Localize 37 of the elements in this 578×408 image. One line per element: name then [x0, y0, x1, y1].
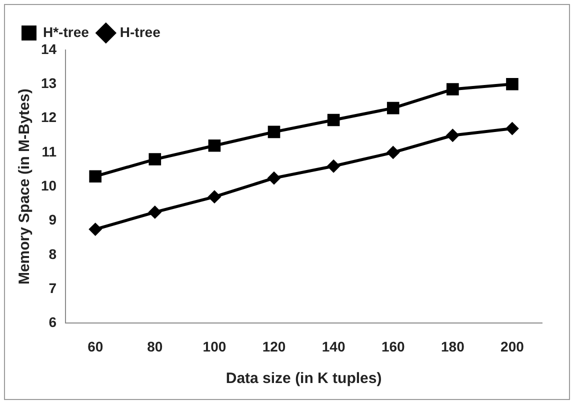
point	[89, 170, 102, 183]
point	[446, 128, 460, 142]
y-tick-label: 9	[48, 212, 57, 228]
point	[148, 153, 162, 166]
y-tick-label: 6	[48, 314, 57, 330]
point	[327, 114, 340, 126]
point	[327, 160, 340, 173]
point	[446, 83, 459, 96]
x-tick-label: 200	[500, 338, 524, 354]
y-axis-title: Memory Space (in M-Bytes)	[16, 88, 34, 285]
point	[506, 122, 519, 136]
point	[268, 126, 280, 138]
x-tick-label: 80	[147, 338, 163, 354]
y-tick-label: 11	[42, 143, 57, 160]
x-tick-label: 140	[322, 338, 346, 354]
y-tick-label: 7	[48, 280, 57, 296]
y-tick-label: 13	[40, 75, 57, 92]
y-tick-label: 8	[48, 246, 57, 262]
point	[208, 190, 221, 204]
legend-label: H*-tree	[43, 24, 90, 40]
point	[148, 206, 162, 219]
y-tick-label: 12	[40, 109, 57, 126]
legend-label: H-tree	[120, 24, 161, 40]
point	[386, 146, 400, 159]
x-tick-label: 180	[440, 338, 465, 354]
point	[208, 139, 221, 152]
point	[88, 222, 102, 236]
x-tick-label: 160	[381, 338, 406, 354]
point	[268, 172, 281, 185]
x-tick-label: 100	[202, 338, 226, 354]
y-tick-label: 10	[40, 177, 57, 194]
x-axis-title: Data size (in K tuples)	[226, 370, 382, 388]
point	[506, 78, 518, 90]
x-tick-label: 60	[88, 338, 104, 354]
y-tick-label: 14	[40, 40, 57, 57]
point	[386, 102, 400, 114]
x-tick-label: 120	[262, 338, 286, 354]
